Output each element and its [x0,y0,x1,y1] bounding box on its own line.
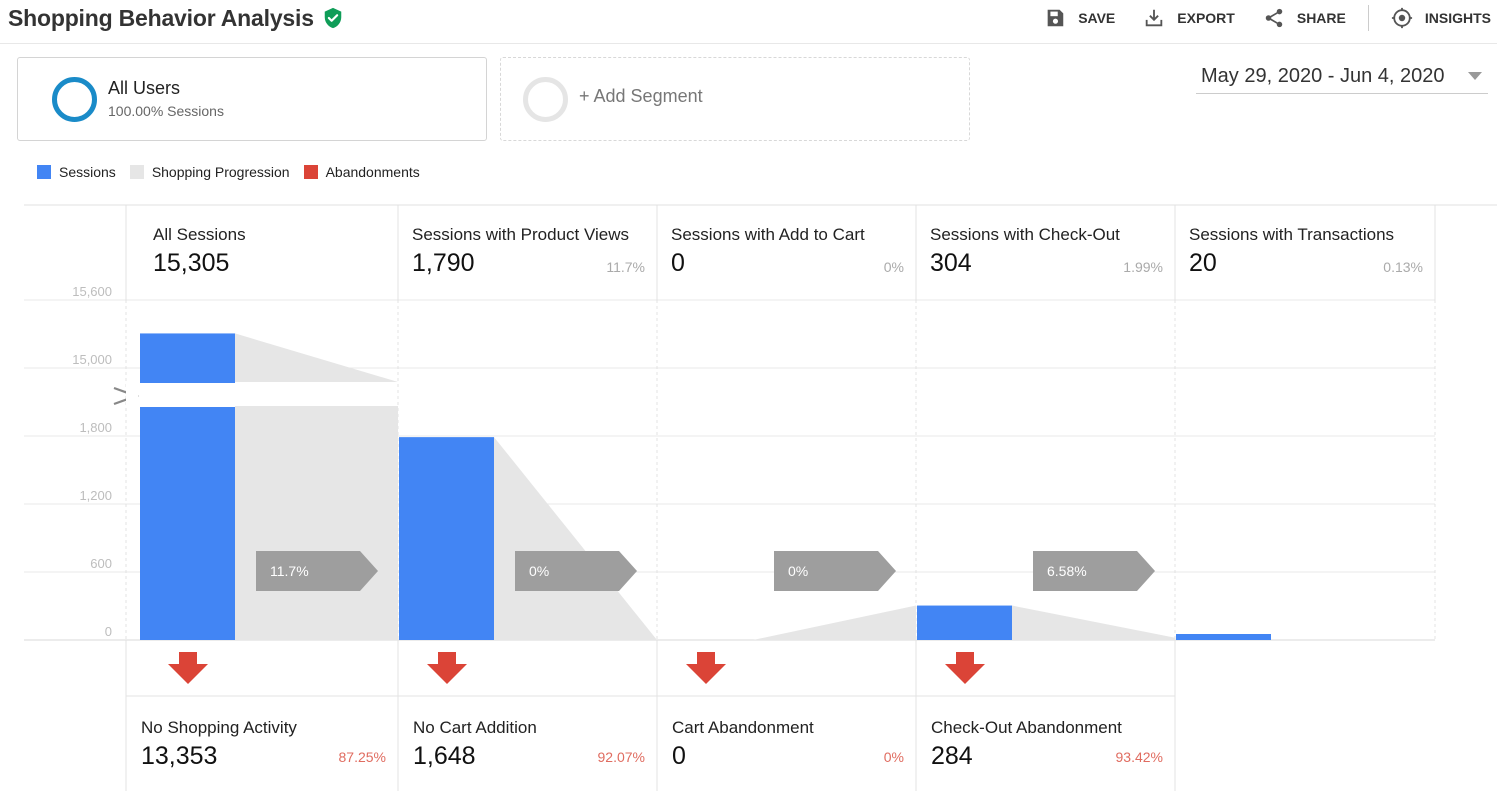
progression-arrow [256,551,378,591]
stage-pct: 0.13% [1383,259,1423,275]
abandonment-value: 284 [931,742,973,770]
segment-ring-icon [52,77,97,122]
sessions-bar-upper [140,333,235,383]
save-icon [1047,9,1064,27]
date-range-picker[interactable]: May 29, 2020 - Jun 4, 2020 [1196,60,1488,94]
abandonment-label: No Cart Addition [413,718,537,737]
legend-swatch-abandonments [303,165,318,179]
share-icon [1265,8,1283,28]
abandonment-value: 1,648 [413,742,476,770]
segment-sessions: 100.00% Sessions [108,103,224,119]
share-button[interactable]: SHARE [1263,7,1346,29]
progression-shape [235,406,398,640]
legend-swatch-sessions [37,165,51,179]
abandonment-value: 0 [672,742,686,770]
legend-swatch-progression [129,165,144,179]
segment-all-users[interactable]: All Users 100.00% Sessions [17,57,487,141]
progression-rate-label: 0% [788,563,808,579]
sessions-bar [399,437,494,640]
progression-rate-label: 0% [529,563,549,579]
legend-label: Shopping Progression [151,164,290,180]
caret-down-icon [1468,72,1482,80]
abandonment-arrow-icon [168,652,208,684]
legend-label: Sessions [59,164,116,180]
share-label: SHARE [1296,10,1346,26]
progression-arrow [774,551,896,591]
report-actions: SAVE EXPORT SHARE INSIGH [1016,0,1491,36]
progression-arrow [515,551,637,591]
abandonment-pct: 0% [883,749,904,765]
sessions-bar-lower [140,407,235,640]
top-bar: Shopping Behavior Analysis SAVE EXPORT [0,0,1497,44]
progression-rate-label: 6.58% [1047,563,1087,579]
abandonment-arrow-icon [945,652,985,684]
page-title: Shopping Behavior Analysis [8,5,314,31]
legend-label: Abandonments [325,164,420,180]
stage-label: Sessions with Transactions [1189,225,1395,244]
sessions-bar [917,605,1012,640]
abandonment-arrow-icon [427,652,467,684]
progression-shape [1012,605,1175,640]
axis-break-gap [126,384,138,406]
save-label: SAVE [1078,10,1116,26]
y-tick-label: 0 [105,624,112,639]
y-tick-label: 600 [90,556,112,571]
stage-value: 20 [1189,249,1217,277]
abandonment-value: 13,353 [141,742,218,770]
stage-label: All Sessions [153,225,246,244]
y-tick-label: 15,000 [72,352,112,367]
abandonment-label: Cart Abandonment [672,718,814,737]
stage-value: 304 [930,249,972,277]
y-tick-label: 1,800 [79,420,112,435]
sessions-bar [1176,634,1271,640]
insights-label: INSIGHTS [1424,10,1491,26]
legend-item-progression: Shopping Progression [129,164,290,180]
abandonment-pct: 92.07% [597,749,645,765]
stage-pct: 1.99% [1123,259,1163,275]
legend-item-sessions: Sessions [37,164,116,180]
abandonment-arrow-icon [686,652,726,684]
abandonment-label: Check-Out Abandonment [931,718,1122,737]
add-segment-button[interactable]: + Add Segment [500,57,970,141]
stage-label: Sessions with Product Views [412,225,630,244]
stage-value: 0 [671,249,685,277]
progression-arrow [1033,551,1155,591]
legend-item-abandonments: Abandonments [303,164,420,180]
y-tick-label: 1,200 [79,488,112,503]
abandonment-label: No Shopping Activity [141,718,297,737]
stage-value: 15,305 [153,249,230,277]
save-button[interactable]: SAVE [1044,7,1115,29]
progression-shape [235,333,398,382]
abandonment-pct: 93.42% [1115,749,1163,765]
y-tick-label: 15,600 [72,284,112,299]
stage-label: Sessions with Add to Cart [671,225,865,244]
verified-shield-icon [324,7,342,29]
stage-pct: 11.7% [606,259,645,275]
insights-icon [1391,7,1412,29]
export-icon [1146,9,1163,27]
legend: Sessions Shopping Progression Abandonmen… [37,164,434,180]
stage-value: 1,790 [412,249,475,277]
actions-divider [1367,5,1369,31]
empty-segment-ring-icon [523,77,568,122]
segment-name: All Users [108,78,181,98]
stage-label: Sessions with Check-Out [930,225,1120,244]
progression-shape [494,437,657,640]
progression-shape [753,605,916,640]
stage-pct: 0% [883,259,904,275]
export-button[interactable]: EXPORT [1143,7,1235,29]
insights-button[interactable]: INSIGHTS [1391,7,1491,29]
progression-rate-label: 11.7% [270,563,309,579]
add-segment-label: + Add Segment [579,86,703,106]
abandonment-pct: 87.25% [338,749,386,765]
export-label: EXPORT [1177,10,1235,26]
date-range-text: May 29, 2020 - Jun 4, 2020 [1201,65,1445,87]
